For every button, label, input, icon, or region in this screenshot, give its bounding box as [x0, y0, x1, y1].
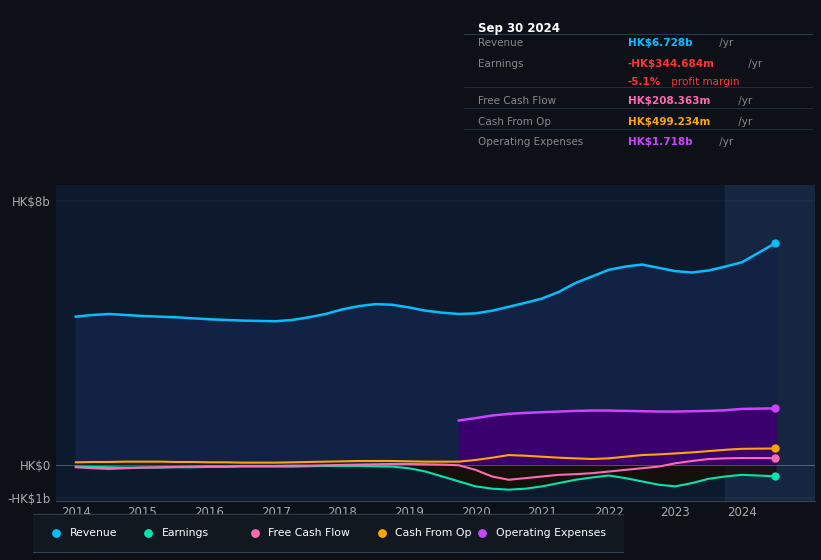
Bar: [725, 185, 815, 501]
Text: HK$1.718b: HK$1.718b: [628, 137, 692, 147]
Text: /yr: /yr: [736, 116, 753, 127]
Point: [768, 239, 782, 248]
Point: [248, 529, 261, 538]
Text: HK$208.363m: HK$208.363m: [628, 96, 710, 106]
FancyBboxPatch shape: [24, 514, 627, 553]
Point: [768, 444, 782, 453]
Text: Cash From Op: Cash From Op: [395, 529, 472, 538]
Point: [768, 454, 782, 463]
Text: /yr: /yr: [736, 96, 753, 106]
Point: [141, 529, 154, 538]
Text: /yr: /yr: [716, 38, 733, 48]
Text: Earnings: Earnings: [478, 59, 523, 69]
Point: [768, 472, 782, 481]
Text: -HK$344.684m: -HK$344.684m: [628, 59, 715, 69]
Point: [768, 404, 782, 413]
Text: -5.1%: -5.1%: [628, 77, 661, 87]
Text: Earnings: Earnings: [162, 529, 209, 538]
Text: /yr: /yr: [745, 59, 763, 69]
Text: /yr: /yr: [716, 137, 733, 147]
Text: Revenue: Revenue: [478, 38, 523, 48]
Text: Operating Expenses: Operating Expenses: [478, 137, 583, 147]
Text: profit margin: profit margin: [668, 77, 740, 87]
Point: [375, 529, 388, 538]
Text: Operating Expenses: Operating Expenses: [496, 529, 606, 538]
Point: [50, 529, 63, 538]
Text: HK$6.728b: HK$6.728b: [628, 38, 692, 48]
Text: Sep 30 2024: Sep 30 2024: [478, 22, 560, 35]
Point: [475, 529, 488, 538]
Text: Cash From Op: Cash From Op: [478, 116, 551, 127]
Text: Free Cash Flow: Free Cash Flow: [478, 96, 556, 106]
Text: Revenue: Revenue: [70, 529, 117, 538]
Text: Free Cash Flow: Free Cash Flow: [268, 529, 350, 538]
Text: HK$499.234m: HK$499.234m: [628, 116, 710, 127]
